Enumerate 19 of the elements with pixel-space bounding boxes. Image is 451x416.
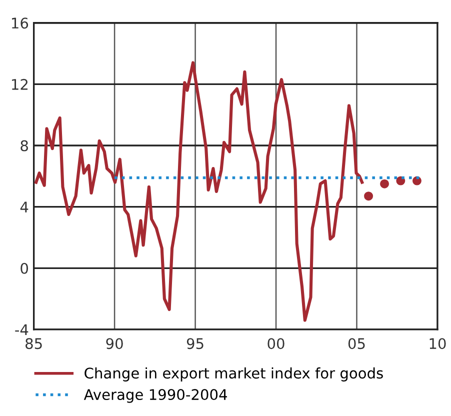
x-tick-label: 10 (430, 338, 446, 350)
point (396, 176, 406, 186)
line-series (34, 61, 364, 322)
x-tick-label: 05 (348, 338, 365, 350)
x-tick-label: 90 (106, 338, 123, 350)
y-tick-label: 16 (12, 18, 28, 29)
point (412, 176, 422, 186)
x-tick-label: 95 (186, 338, 204, 350)
y-tick-label: 12 (12, 78, 28, 90)
point (380, 179, 390, 188)
y-tick-label: -4 (15, 324, 28, 336)
point (364, 192, 374, 201)
y-tick-label: 8 (20, 140, 28, 152)
legend-label: Average 1990-2004 (84, 389, 227, 403)
y-tick-label: 4 (20, 202, 28, 212)
y-tick-label: 0 (20, 262, 28, 274)
x-tick-label: 85 (26, 338, 42, 350)
legend-label: Change in export market index for goods (84, 367, 383, 382)
x-tick-label: 00 (268, 338, 284, 350)
